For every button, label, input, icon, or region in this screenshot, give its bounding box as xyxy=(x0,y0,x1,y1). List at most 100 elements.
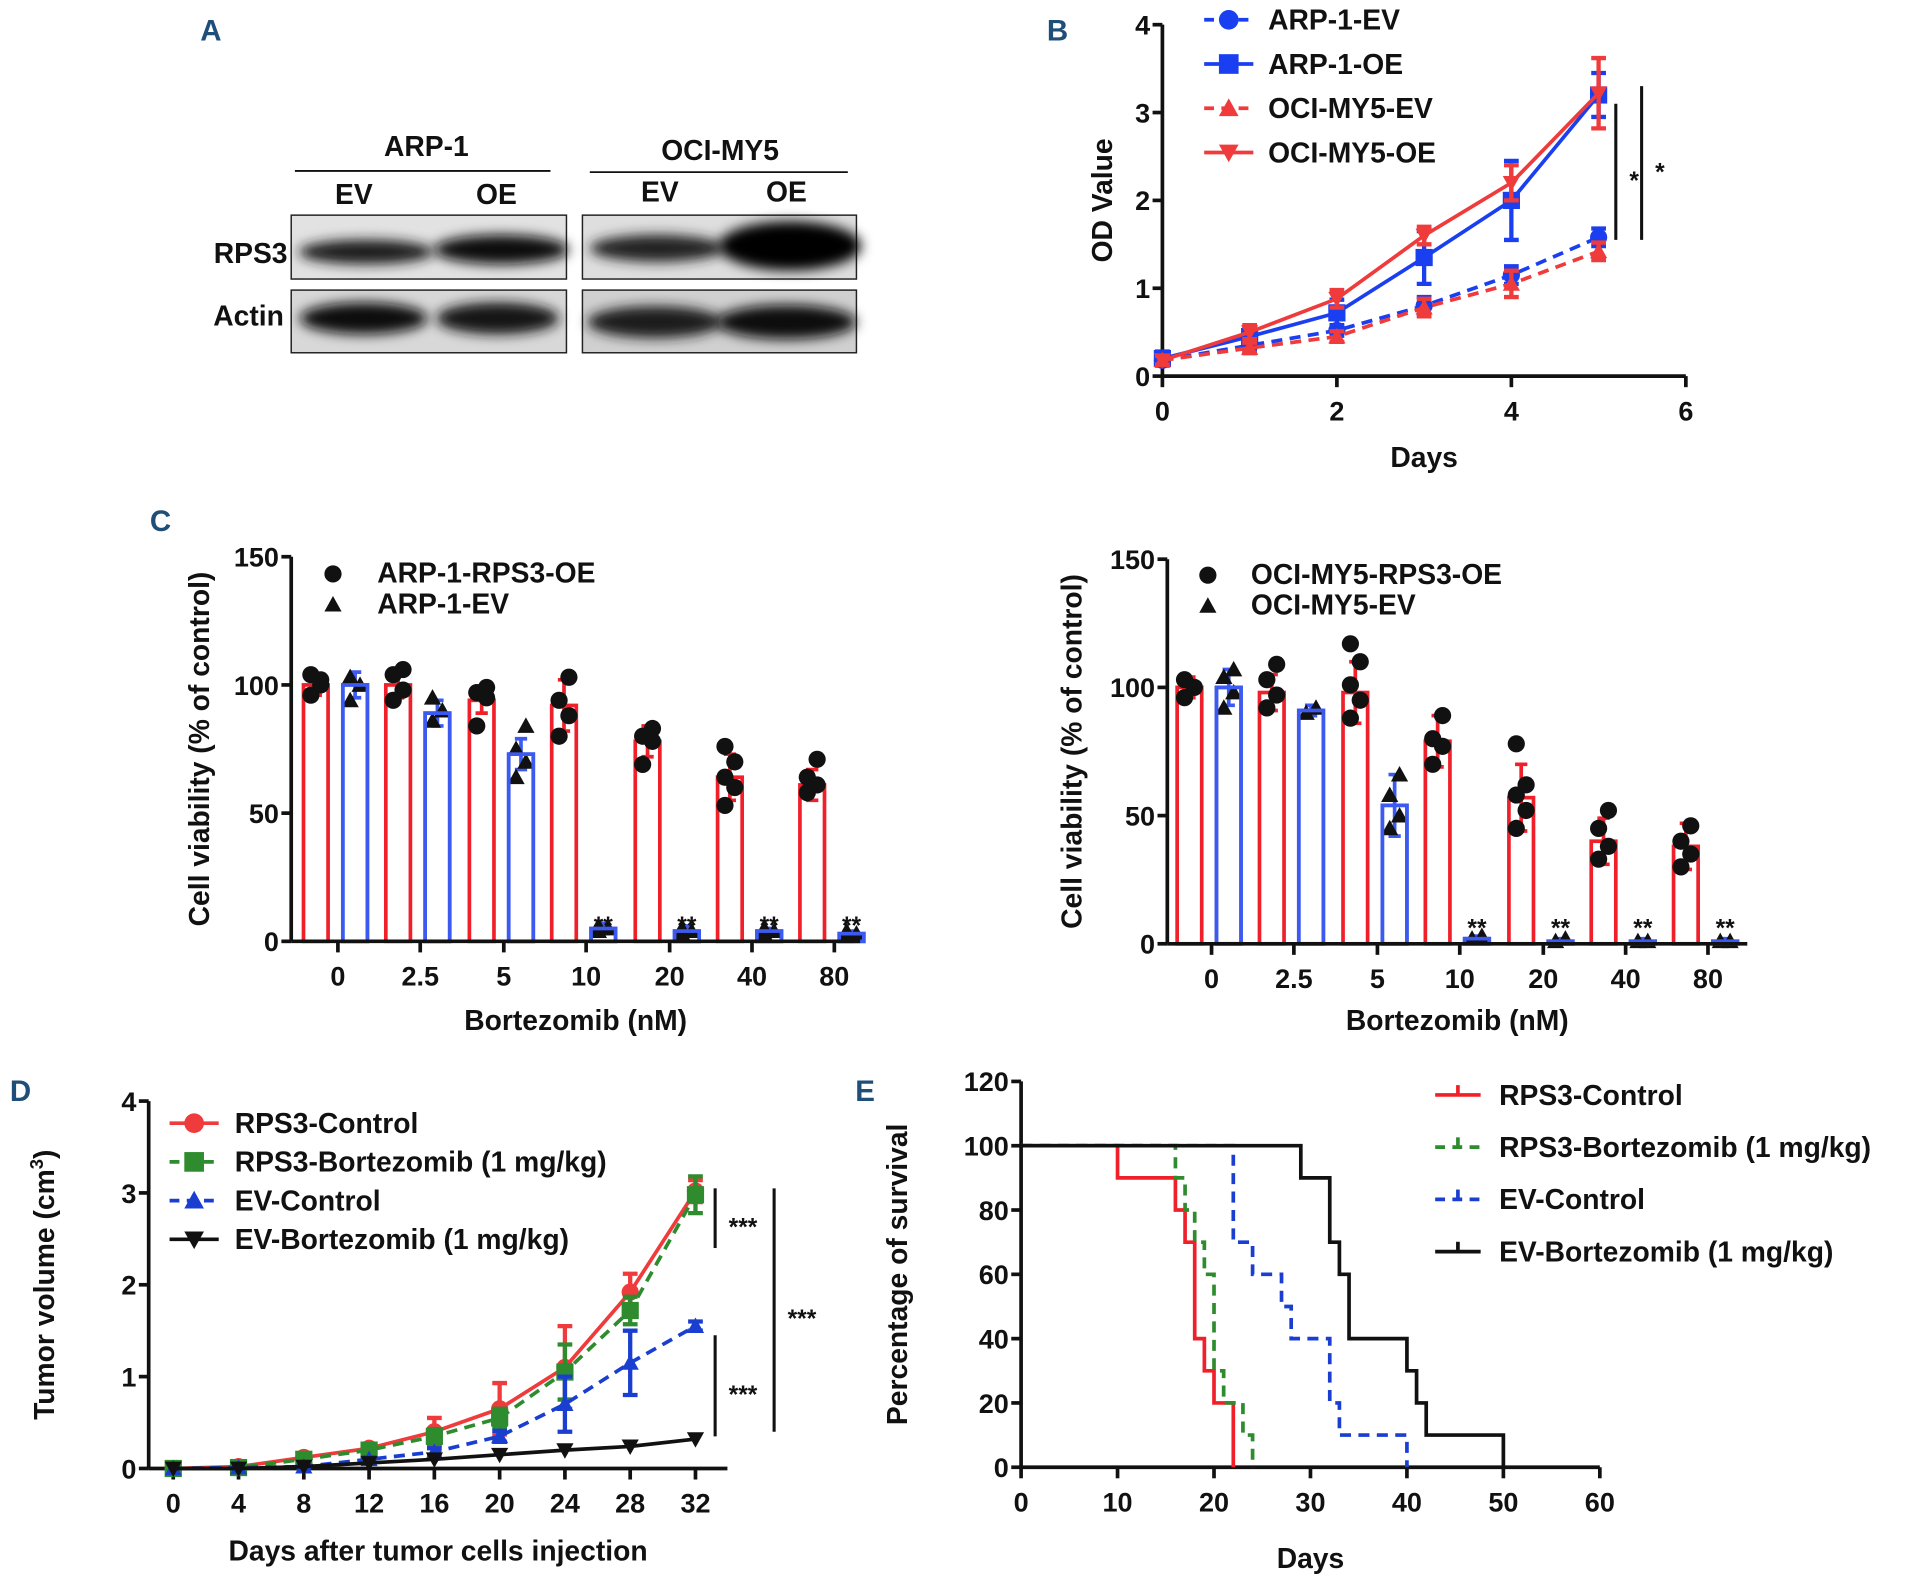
x-tick-label: 30 xyxy=(1295,1487,1325,1517)
x-tick-label: 32 xyxy=(680,1489,710,1519)
inverted-triangle-marker xyxy=(621,1439,639,1456)
y-tick-label: 0 xyxy=(121,1454,136,1484)
x-tick-label: 50 xyxy=(1488,1487,1518,1517)
triangle-marker xyxy=(491,1427,509,1444)
series-line xyxy=(1021,1143,1236,1468)
triangle-marker xyxy=(1328,327,1346,344)
x-tick-label: 16 xyxy=(419,1489,449,1519)
y-tick-label: 0 xyxy=(264,927,279,957)
triangle-marker xyxy=(1390,765,1409,782)
circle-marker xyxy=(1341,635,1360,653)
legend-label: OCI-MY5-RPS3-OE xyxy=(1251,558,1502,590)
x-tick-label: 20 xyxy=(1199,1487,1229,1517)
x-tick-label: 0 xyxy=(1014,1487,1029,1517)
square-marker xyxy=(686,1186,705,1204)
y-tick-label: 150 xyxy=(234,543,279,573)
circle-marker xyxy=(1599,837,1618,855)
x-tick-label: 20 xyxy=(655,962,685,992)
triangle-marker xyxy=(556,1395,574,1412)
triangle-marker xyxy=(423,689,442,705)
circle-marker xyxy=(1672,858,1690,876)
y-axis-title: Percentage of survival xyxy=(881,1124,913,1425)
bar xyxy=(1214,685,1243,946)
y-tick-label: 2 xyxy=(121,1271,136,1301)
triangle-marker xyxy=(1215,668,1233,685)
panel-label-d: D xyxy=(10,1075,31,1108)
circle-marker xyxy=(394,660,412,679)
triangle-marker xyxy=(324,596,342,612)
triangle-marker xyxy=(1381,819,1399,836)
circle-marker xyxy=(1258,671,1276,689)
x-axis-title: Days after tumor cells injection xyxy=(228,1535,647,1567)
circle-marker xyxy=(1682,817,1700,835)
x-tick-label: 28 xyxy=(615,1489,645,1519)
band xyxy=(433,234,569,265)
triangle-marker xyxy=(341,691,359,708)
circle-marker xyxy=(1682,845,1700,863)
band xyxy=(718,221,862,271)
bar xyxy=(1175,685,1204,946)
legend-label: RPS3-Bortezomib (1 mg/kg) xyxy=(1499,1131,1871,1163)
circle-marker xyxy=(726,753,744,771)
x-tick-label: 80 xyxy=(819,962,849,992)
x-tick-label: 0 xyxy=(1204,964,1219,994)
inverted-triangle-marker xyxy=(1502,175,1520,192)
band xyxy=(298,239,434,265)
inverted-triangle-marker xyxy=(184,1231,204,1250)
x-tick-label: 10 xyxy=(1103,1487,1133,1517)
circle-marker xyxy=(184,1113,204,1134)
circle-marker xyxy=(1672,832,1690,850)
x-tick-label: 8 xyxy=(296,1489,311,1519)
cell-line-label: OCI-MY5 xyxy=(661,134,779,166)
inverted-triangle-marker xyxy=(425,1452,443,1468)
x-tick-label: 40 xyxy=(1392,1487,1422,1517)
y-tick-label: 0 xyxy=(1135,362,1150,392)
y-tick-label: 50 xyxy=(249,799,279,829)
y-tick-label: 60 xyxy=(979,1260,1009,1290)
significance-label: ** xyxy=(760,913,780,940)
inverted-triangle-marker xyxy=(229,1461,248,1478)
circle-marker xyxy=(1590,819,1608,838)
series-line xyxy=(1161,91,1600,363)
significance-label: * xyxy=(1629,168,1639,195)
y-tick-label: 4 xyxy=(121,1087,136,1117)
bar-outline xyxy=(340,683,370,944)
circle-marker xyxy=(1268,655,1286,673)
x-tick-label: 20 xyxy=(1528,964,1558,994)
circle-marker xyxy=(1175,671,1194,689)
significance-label: *** xyxy=(729,1382,758,1409)
triangle-marker xyxy=(184,1190,204,1209)
triangle-marker xyxy=(1502,275,1520,291)
bar xyxy=(467,698,496,944)
x-tick-label: 24 xyxy=(550,1489,580,1519)
circle-marker xyxy=(798,768,816,786)
y-tick-label: 0 xyxy=(1140,930,1155,960)
square-marker xyxy=(425,1427,443,1445)
y-tick-label: 100 xyxy=(964,1132,1009,1162)
circle-marker xyxy=(643,719,662,738)
significance-label: ** xyxy=(677,913,697,940)
triangle-marker xyxy=(1225,660,1243,677)
bar xyxy=(383,683,413,944)
inverted-triangle-marker xyxy=(295,1459,313,1476)
y-tick-label: 80 xyxy=(979,1196,1009,1226)
chart-b: 0 1 2 3 4 0 2 4 6 Days OD Value ARP-1-EV ARP-1-OE OCI… xyxy=(1086,4,1693,473)
circle-marker xyxy=(1268,686,1286,704)
series-line xyxy=(1021,1143,1506,1468)
square-marker xyxy=(491,1409,509,1427)
x-tick-label: 0 xyxy=(330,962,345,992)
x-axis-title: Days xyxy=(1277,1542,1345,1574)
triangle-marker xyxy=(1215,699,1233,715)
inverted-triangle-marker xyxy=(1590,86,1608,102)
triangle-marker xyxy=(621,1354,639,1370)
inverted-triangle-marker xyxy=(1153,353,1172,369)
triangle-marker xyxy=(1390,806,1409,823)
y-tick-label: 2 xyxy=(1135,186,1150,216)
x-tick-label: 20 xyxy=(485,1489,515,1519)
circle-marker xyxy=(1507,819,1525,838)
y-tick-label: 150 xyxy=(1110,545,1155,575)
condition-label: OE xyxy=(766,176,807,208)
y-tick-label: 100 xyxy=(234,671,279,701)
